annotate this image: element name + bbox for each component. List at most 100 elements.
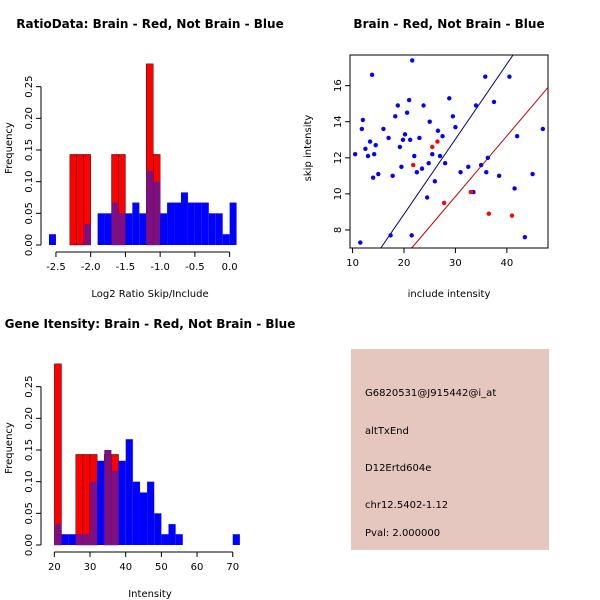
scatter-point-not-brain (390, 173, 395, 179)
scatter-point-not-brain (365, 153, 371, 159)
gene-brain-bar (54, 363, 62, 546)
ratio-histogram-panel: RatioData: Brain - Red, Not Brain - Blue… (4, 17, 284, 300)
scatter-title: Brain - Red, Not Brain - Blue (353, 17, 544, 31)
gene-not-brain-bar (61, 534, 69, 545)
ratio-y-tick-label: 0.00 (24, 234, 35, 256)
gene-not-brain-bar (118, 460, 126, 545)
scatter-point-not-brain (400, 137, 406, 142)
gene-x-tick-label: 50 (155, 562, 168, 573)
gene-histogram-panel: Gene Itensity: Brain - Red, Not Brain - … (4, 317, 295, 600)
gene-x-label: Intensity (128, 589, 172, 600)
ratio-not-brain-bar (187, 202, 195, 245)
ratio-not-brain-bar (104, 213, 112, 245)
scatter-point-not-brain (491, 99, 497, 105)
gene-y-tick-label: 0.00 (24, 534, 35, 556)
scatter-point-brain (486, 211, 492, 216)
scatter-point-not-brain (453, 124, 458, 130)
scatter-point-not-brain (359, 126, 365, 132)
scatter-point-not-brain (388, 233, 393, 238)
ratio-x-label: Log2 Ratio Skip/Include (91, 289, 208, 300)
scatter-point-brain (441, 200, 447, 206)
scatter-point-not-brain (426, 161, 431, 166)
gene-not-brain-bar (175, 534, 183, 545)
ratio-not-brain-bar (153, 181, 161, 245)
scatter-point-not-brain (402, 132, 408, 137)
scatter-point-not-brain (496, 173, 502, 179)
scatter-point-not-brain (485, 155, 491, 161)
ratio-brain-bar (76, 154, 84, 246)
ratio-not-brain-bar (208, 213, 216, 245)
gene-brain-bar (82, 454, 91, 546)
ratio-y-tick-label: 0.15 (24, 139, 35, 161)
ratio-x-tick-label: -1.5 (116, 262, 136, 273)
scatter-point-not-brain (373, 142, 378, 148)
scatter-point-not-brain (442, 161, 448, 166)
scatter-point-not-brain (409, 233, 414, 238)
gene-bars (54, 363, 240, 546)
gene-not-brain-bar (139, 492, 148, 545)
ratio-not-brain-bar (160, 213, 168, 245)
ratio-not-brain-bar (111, 202, 119, 245)
scatter-y-tick-label: 12 (333, 151, 344, 164)
gene-y-tick-label: 0.05 (24, 502, 35, 524)
ratio-axes: 0.00 0.05 0.10 0.15 0.20 0.25 -2.5 -2.0 -1.5 -1.0… (24, 76, 238, 273)
scatter-point-not-brain (386, 135, 391, 141)
scatter-axes: 10 20 30 40 8 10 12 14 16 (333, 54, 549, 269)
ratio-y-tick-label: 0.05 (24, 202, 35, 224)
scatter-point-brain (411, 162, 416, 168)
scatter-point-not-brain (466, 164, 471, 170)
scatter-point-not-brain (484, 170, 489, 175)
ratio-y-label: Frequency (4, 122, 15, 174)
scatter-point-not-brain (363, 146, 368, 151)
scatter-point-not-brain (407, 137, 413, 142)
scatter-point-not-brain (369, 72, 375, 78)
scatter-point-brain (468, 189, 474, 195)
scatter-y-tick-label: 8 (333, 227, 344, 233)
scatter-point-not-brain (540, 126, 546, 132)
scatter-point-not-brain (397, 144, 403, 150)
gene-x-tick-label: 70 (226, 562, 239, 573)
ratio-not-brain-bar (97, 213, 105, 245)
ratio-y-tick-label: 0.20 (24, 107, 35, 129)
gene-axes: 0.00 0.05 0.10 0.15 0.20 0.25 20 30 40 50 60 70 (24, 376, 239, 573)
ratio-not-brain-bar (83, 224, 91, 245)
ratio-not-brain-bar (139, 213, 147, 245)
ratio-x-tick-label: -1.0 (150, 262, 170, 273)
scatter-point-not-brain (370, 175, 376, 180)
ratio-not-brain-bar (194, 202, 202, 245)
scatter-point-not-brain (473, 103, 479, 108)
scatter-fit-lines (380, 54, 549, 249)
scatter-y-tick-label: 14 (333, 115, 344, 128)
ratio-not-brain-bar (201, 202, 209, 245)
ratio-brain-bar (69, 154, 77, 246)
gene-not-brain-bar (104, 450, 112, 545)
scatter-point-not-brain (404, 110, 410, 115)
scatter-point-not-brain (483, 74, 488, 79)
scatter-point-brain (435, 139, 440, 144)
info-panel: G6820531@J915442@i_at altTxEnd D12Ertd60… (351, 349, 549, 550)
ratio-x-tick-label: -0.5 (185, 262, 205, 273)
ratio-title: RatioData: Brain - Red, Not Brain - Blue (16, 17, 283, 31)
p-value: Pval: 2.000000 (365, 528, 440, 539)
scatter-y-label: skip intensity (303, 115, 314, 182)
gene-name: D12Ertd604e (365, 463, 431, 474)
gene-not-brain-bar (90, 481, 98, 545)
gene-not-brain-bar (111, 470, 119, 545)
gene-y-tick-label: 0.20 (24, 407, 35, 429)
scatter-point-not-brain (458, 170, 463, 175)
gene-y-tick-label: 0.15 (24, 439, 35, 461)
scatter-point-not-brain (421, 103, 426, 108)
ratio-y-tick-label: 0.10 (24, 171, 35, 193)
gene-not-brain-bar (97, 460, 105, 545)
scatter-point-not-brain (399, 164, 404, 170)
scatter-point-not-brain (412, 153, 417, 159)
ratio-not-brain-bar (215, 213, 223, 245)
scatter-point-not-brain (447, 96, 452, 101)
gene-not-brain-bar (68, 534, 76, 545)
event-type: altTxEnd (365, 426, 409, 437)
gene-location: chr12.5402-1.12 (365, 500, 448, 511)
scatter-point-not-brain (367, 139, 373, 144)
scatter-frame (349, 54, 549, 249)
scatter-point-not-brain (512, 186, 517, 191)
scatter-point-not-brain (414, 170, 420, 175)
